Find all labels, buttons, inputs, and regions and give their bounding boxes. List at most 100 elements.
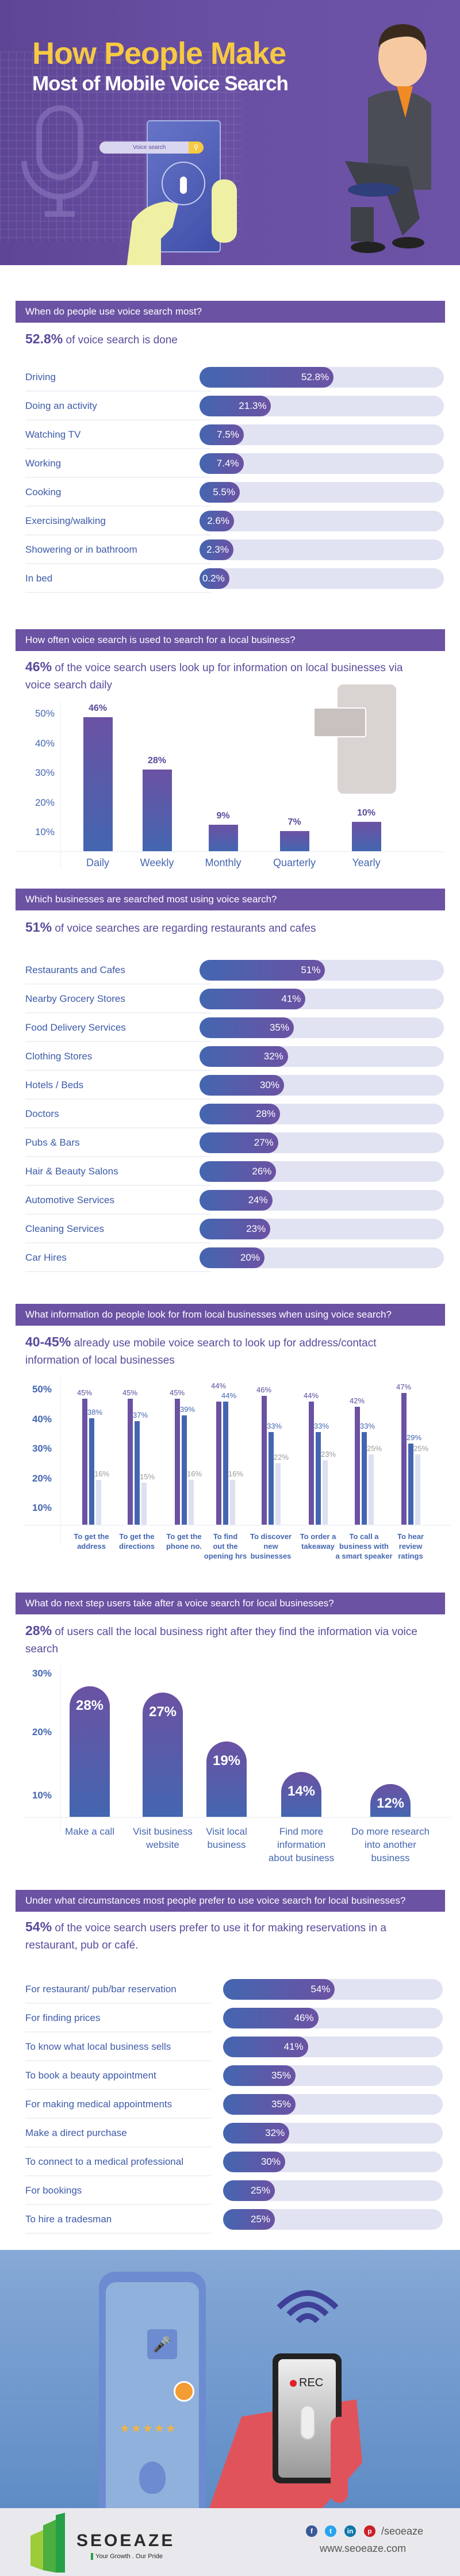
y-tick-label: 30% bbox=[34, 767, 55, 778]
bar-track: 26% bbox=[200, 1161, 444, 1182]
website-link[interactable]: www.seoeaze.com bbox=[320, 2543, 407, 2554]
row-divider bbox=[25, 2233, 211, 2234]
bar-label: Cleaning Services bbox=[25, 1223, 105, 1234]
row-divider bbox=[25, 2031, 211, 2033]
footer: SEOEAZE Your Growth . Our Pride /seoeaze… bbox=[0, 2508, 460, 2576]
pinterest-icon[interactable] bbox=[364, 2525, 375, 2537]
row-divider bbox=[25, 506, 211, 507]
bar bbox=[89, 1418, 94, 1525]
x-tick-label: business with bbox=[339, 1542, 389, 1551]
x-tick-label: about business bbox=[268, 1852, 335, 1863]
bar-label: For making medical appointments bbox=[25, 2099, 172, 2110]
x-tick-label: Daily bbox=[86, 857, 110, 868]
bar bbox=[309, 1401, 314, 1525]
x-tick-label: Visit business bbox=[133, 1826, 193, 1837]
bar-fill: 2.6% bbox=[200, 511, 234, 531]
bar bbox=[316, 1432, 321, 1525]
linkedin-icon[interactable] bbox=[344, 2525, 356, 2537]
bar-label: For restaurant/ pub/bar reservation bbox=[25, 1984, 177, 1995]
bar-fill: 25% bbox=[223, 2209, 275, 2230]
bar-value-label: 10% bbox=[356, 808, 376, 818]
bar-fill: 5.5% bbox=[200, 482, 240, 503]
bar-value-label: 23% bbox=[320, 1449, 336, 1459]
bar-fill: 46% bbox=[223, 2008, 319, 2028]
bar-value-label: 15% bbox=[139, 1472, 155, 1481]
bar-value-label: 44% bbox=[303, 1391, 319, 1400]
section-headline: 54% of the voice search users prefer to … bbox=[25, 1918, 422, 1954]
x-tick-label: To get the bbox=[74, 1532, 109, 1541]
section-header: When do people use voice search most? bbox=[16, 301, 445, 323]
x-tick-label: Make a call bbox=[65, 1826, 114, 1837]
headline-text: of the voice search users prefer to use … bbox=[25, 1922, 386, 1951]
x-tick-label: opening hrs bbox=[204, 1552, 247, 1560]
x-tick-label: Do more research bbox=[351, 1826, 430, 1837]
bar-label: Food Delivery Services bbox=[25, 1022, 126, 1033]
bar-track: 32% bbox=[223, 2123, 443, 2144]
bar-track: 20% bbox=[200, 1247, 444, 1268]
section-header: Under what circumstances most people pre… bbox=[16, 1890, 445, 1912]
x-tick-label: phone no. bbox=[166, 1542, 202, 1551]
facebook-icon[interactable] bbox=[306, 2525, 317, 2537]
bar-label: For finding prices bbox=[25, 2012, 101, 2023]
row-divider bbox=[25, 1185, 211, 1186]
bar-track: 35% bbox=[200, 1017, 444, 1038]
y-tick-label: 40% bbox=[34, 737, 55, 749]
section-header: Which businesses are searched most using… bbox=[16, 889, 445, 910]
section-header: What information do people look for from… bbox=[16, 1304, 445, 1326]
row-divider bbox=[25, 2204, 211, 2205]
bar-label: Hair & Beauty Salons bbox=[25, 1166, 118, 1177]
bar-fill: 41% bbox=[223, 2037, 308, 2057]
bar-track: 30% bbox=[223, 2152, 443, 2172]
social-handle[interactable]: /seoeaze bbox=[381, 2525, 424, 2537]
bar bbox=[355, 1407, 360, 1525]
bar-fill: 54% bbox=[223, 1979, 335, 2000]
bar-track: 2.6% bbox=[200, 511, 444, 531]
headline-text: of voice searches are regarding restaura… bbox=[55, 923, 316, 935]
section-headline: 46% of the voice search users look up fo… bbox=[25, 658, 422, 694]
x-tick-label: into another bbox=[365, 1839, 416, 1850]
x-tick-label: Find more bbox=[279, 1826, 324, 1837]
bar-track: 24% bbox=[200, 1190, 444, 1211]
bar-value-label: 38% bbox=[87, 1407, 103, 1417]
y-tick-label: 10% bbox=[32, 1502, 52, 1513]
bar-value-label: 29% bbox=[406, 1433, 422, 1442]
bar-value-label: 33% bbox=[266, 1422, 282, 1431]
row-divider bbox=[25, 2089, 211, 2090]
section-header: How often voice search is used to search… bbox=[16, 629, 445, 651]
row-divider bbox=[25, 2175, 211, 2176]
bar bbox=[362, 1432, 367, 1525]
section-headline: 51% of voice searches are regarding rest… bbox=[25, 918, 422, 937]
section-headline: 52.8% of voice search is done bbox=[25, 330, 422, 349]
voice-wave-bubble-icon bbox=[313, 707, 366, 737]
x-tick-label: businesses bbox=[250, 1552, 292, 1560]
bar-fill: 24% bbox=[200, 1190, 273, 1211]
rec-label: REC bbox=[299, 2376, 324, 2389]
bar-label: Working bbox=[25, 458, 62, 469]
bar: 27% bbox=[143, 1692, 183, 1817]
y-tick-label: 40% bbox=[32, 1413, 52, 1425]
bar: 28% bbox=[70, 1686, 110, 1817]
y-axis bbox=[60, 1665, 61, 1832]
bar-track: 41% bbox=[200, 989, 444, 1009]
headline-text: of voice search is done bbox=[66, 334, 178, 346]
bar bbox=[408, 1443, 413, 1525]
hand-fingers bbox=[331, 2417, 348, 2503]
bar bbox=[401, 1393, 407, 1525]
bar-value-label: 44% bbox=[221, 1391, 237, 1400]
bar-value-label: 25% bbox=[366, 1444, 382, 1453]
bar-fill: 52.8% bbox=[200, 367, 334, 388]
bar-fill: 30% bbox=[223, 2152, 285, 2172]
bar-track: 25% bbox=[223, 2209, 443, 2230]
hero-title-line2: Most of Mobile Voice Search bbox=[32, 72, 289, 95]
y-tick-label: 20% bbox=[34, 797, 55, 808]
seoeaze-logo-icon bbox=[30, 2513, 65, 2573]
x-tick-label: out the bbox=[213, 1542, 238, 1551]
bar-label: In bed bbox=[25, 573, 53, 584]
bar-label: Showering or in bathroom bbox=[25, 544, 137, 555]
bar-value-label: 45% bbox=[122, 1388, 138, 1397]
bar-label: Driving bbox=[25, 372, 56, 382]
bar-value-label: 16% bbox=[228, 1469, 244, 1479]
twitter-icon[interactable] bbox=[325, 2525, 336, 2537]
bar-label: Watching TV bbox=[25, 429, 81, 440]
headline-stat: 28% bbox=[25, 1623, 52, 1638]
